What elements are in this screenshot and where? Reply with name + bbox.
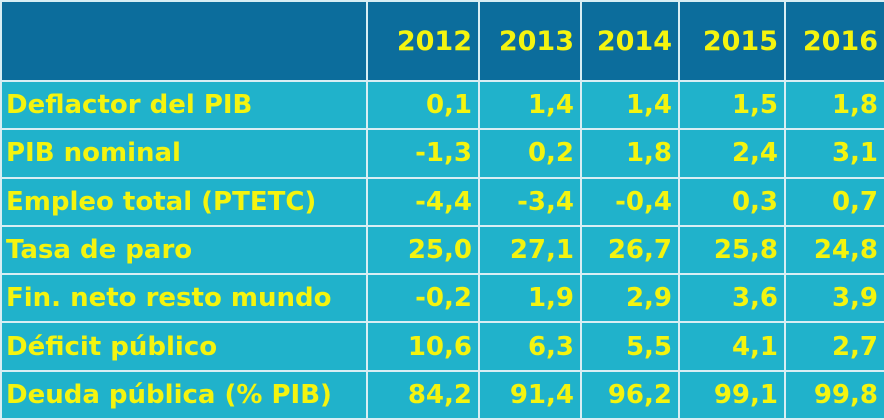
row-label: Fin. neto resto mundo: [0, 273, 368, 324]
value-cell: 1,5: [678, 79, 786, 131]
value-cell: 4,1: [678, 321, 786, 372]
table-row: Déficit público 10,6 6,3 5,5 4,1 2,7: [0, 321, 884, 372]
value-cell: 25,0: [366, 224, 480, 276]
value-cell: 99,8: [784, 369, 884, 420]
value-cell: 1,9: [478, 273, 582, 324]
value-cell: 1,8: [580, 128, 680, 179]
value-cell: -0,2: [366, 273, 480, 324]
value-cell: 5,5: [580, 321, 680, 372]
header-row: 2012 2013 2014 2015 2016: [0, 0, 884, 82]
value-cell: 1,4: [478, 79, 582, 131]
table-row: Deflactor del PIB 0,1 1,4 1,4 1,5 1,8: [0, 79, 884, 131]
corner-cell: [0, 0, 368, 82]
value-cell: 2,9: [580, 273, 680, 324]
value-cell: -0,4: [580, 176, 680, 227]
row-label: Déficit público: [0, 321, 368, 372]
value-cell: 1,8: [784, 79, 884, 131]
row-label: Deflactor del PIB: [0, 79, 368, 131]
table-row: Empleo total (PTETC) -4,4 -3,4 -0,4 0,3 0,7: [0, 176, 884, 227]
value-cell: 24,8: [784, 224, 884, 276]
table-header: 2012 2013 2014 2015 2016: [0, 0, 884, 82]
year-header: 2016: [784, 0, 884, 82]
year-header: 2014: [580, 0, 680, 82]
value-cell: 6,3: [478, 321, 582, 372]
row-label: Tasa de paro: [0, 224, 368, 276]
year-header: 2012: [366, 0, 480, 82]
value-cell: 3,1: [784, 128, 884, 179]
value-cell: 84,2: [366, 369, 480, 420]
year-header: 2015: [678, 0, 786, 82]
table-row: PIB nominal -1,3 0,2 1,8 2,4 3,1: [0, 128, 884, 179]
table-body: Deflactor del PIB 0,1 1,4 1,4 1,5 1,8 PIB nomi…: [0, 79, 884, 420]
value-cell: 96,2: [580, 369, 680, 420]
value-cell: 26,7: [580, 224, 680, 276]
value-cell: -4,4: [366, 176, 480, 227]
value-cell: 0,2: [478, 128, 582, 179]
value-cell: 2,7: [784, 321, 884, 372]
value-cell: 91,4: [478, 369, 582, 420]
value-cell: 2,4: [678, 128, 786, 179]
value-cell: -3,4: [478, 176, 582, 227]
row-label: Deuda pública (% PIB): [0, 369, 368, 420]
value-cell: 99,1: [678, 369, 786, 420]
row-label: Empleo total (PTETC): [0, 176, 368, 227]
value-cell: 0,3: [678, 176, 786, 227]
value-cell: 27,1: [478, 224, 582, 276]
year-header: 2013: [478, 0, 582, 82]
value-cell: 10,6: [366, 321, 480, 372]
value-cell: 3,9: [784, 273, 884, 324]
value-cell: 0,7: [784, 176, 884, 227]
value-cell: -1,3: [366, 128, 480, 179]
table-row: Fin. neto resto mundo -0,2 1,9 2,9 3,6 3,9: [0, 273, 884, 324]
value-cell: 1,4: [580, 79, 680, 131]
value-cell: 3,6: [678, 273, 786, 324]
value-cell: 0,1: [366, 79, 480, 131]
row-label: PIB nominal: [0, 128, 368, 179]
value-cell: 25,8: [678, 224, 786, 276]
table-row: Tasa de paro 25,0 27,1 26,7 25,8 24,8: [0, 224, 884, 276]
table-row: Deuda pública (% PIB) 84,2 91,4 96,2 99,1 99,…: [0, 369, 884, 420]
